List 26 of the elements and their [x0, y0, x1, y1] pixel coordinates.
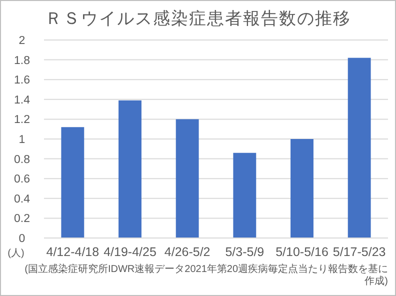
x-tick-label: 5/17-5/23: [332, 245, 386, 259]
bar: [61, 127, 84, 238]
y-tick-label: 1: [18, 134, 26, 146]
bar: [176, 119, 199, 238]
y-axis-title: (人): [8, 248, 24, 259]
x-tick-label: 5/3-5/9: [225, 245, 264, 259]
y-tick-label: 0.8: [14, 154, 30, 166]
y-tick-label: 1.8: [14, 54, 30, 67]
y-tick-label: 0.6: [14, 174, 30, 186]
y-tick-label: 1.4: [14, 94, 31, 106]
x-tick-label: 4/26-5/2: [164, 245, 210, 259]
y-tick-label: 0: [18, 233, 26, 245]
y-tick-label: 2: [18, 35, 26, 47]
chart-title: ＲＳウイルス感染症患者報告数の推移: [45, 9, 351, 28]
x-tick-label: 4/12-4/18: [46, 245, 100, 259]
y-tick-label: 1.6: [14, 74, 30, 87]
text: (国立感染症研究所IDWR速報データ2021年第20週疾病毎定点当たり報告数を基に作成): [24, 263, 388, 287]
y-tick-label: 0.2: [14, 213, 30, 226]
bar: [348, 58, 371, 238]
bar: [290, 139, 314, 238]
bar: [233, 152, 256, 238]
x-tick-label: 4/19-4/25: [104, 245, 156, 259]
y-tick-label: 1.2: [14, 114, 30, 126]
y-tick-label: 0.4: [14, 193, 31, 206]
bar: [118, 100, 142, 238]
x-tick-label: 5/10-5/16: [276, 245, 328, 259]
